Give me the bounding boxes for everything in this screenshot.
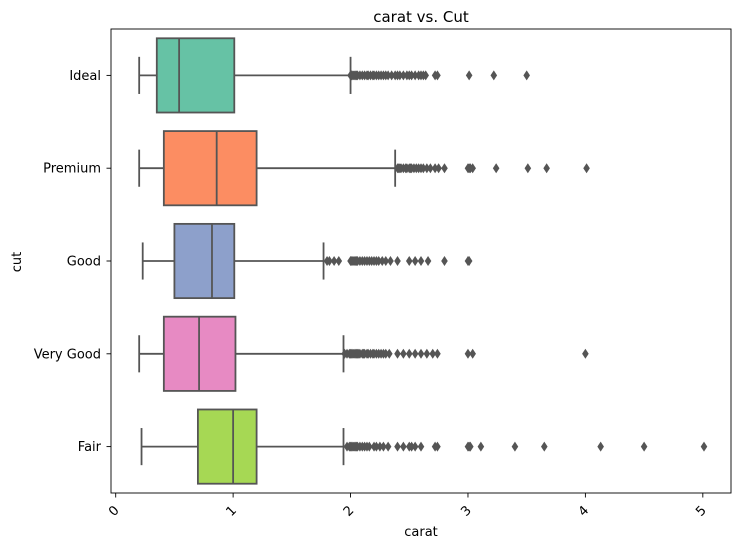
outlier-point — [408, 70, 415, 81]
outlier-point — [417, 441, 425, 452]
outlier-point — [400, 348, 407, 359]
outlier-point — [469, 163, 476, 174]
box-group-3 — [141, 222, 473, 300]
iqr-box — [162, 130, 258, 207]
outlier-point — [405, 256, 413, 266]
y-tick-label: Good — [67, 255, 101, 270]
y-tick-label: Fair — [78, 440, 102, 455]
x-tick-label: 2 — [341, 503, 357, 519]
outlier-point — [469, 348, 476, 359]
box-group-5 — [140, 408, 708, 485]
outlier-point — [366, 441, 373, 452]
outlier-point — [387, 256, 394, 266]
x-tick-label: 3 — [458, 503, 474, 519]
outlier-point — [597, 441, 604, 452]
outlier-point — [411, 348, 419, 359]
outlier-point — [330, 256, 338, 266]
x-tick-label: 1 — [223, 503, 239, 519]
outlier-point — [423, 163, 431, 174]
outlier-point — [384, 441, 392, 452]
outlier-point — [335, 256, 343, 266]
outlier-point — [435, 163, 442, 174]
outlier-point — [434, 348, 441, 359]
iqr-box — [173, 222, 236, 300]
x-tick-label: 0 — [106, 503, 122, 519]
box-group-2 — [138, 130, 590, 207]
outlier-point — [396, 70, 404, 81]
iqr-box — [196, 408, 258, 485]
x-tick-label: 5 — [693, 503, 709, 519]
outlier-point — [441, 256, 448, 266]
outlier-point — [441, 163, 448, 174]
plot-area — [138, 37, 708, 485]
outlier-point — [384, 70, 392, 81]
outlier-point — [422, 70, 429, 81]
outlier-point — [465, 70, 473, 81]
y-tick-label: Premium — [43, 162, 101, 177]
outlier-point — [411, 70, 419, 81]
box-group-4 — [138, 315, 589, 392]
outlier-point — [424, 256, 432, 266]
outlier-point — [382, 256, 390, 266]
outlier-point — [700, 441, 708, 452]
outlier-point — [378, 256, 386, 266]
x-axis-label: carat — [404, 525, 438, 540]
x-tick-label: 4 — [576, 503, 592, 519]
y-tick-label: Ideal — [69, 69, 101, 84]
outlier-point — [423, 348, 431, 359]
outlier-point — [523, 70, 530, 81]
outlier-point — [467, 441, 474, 452]
outlier-point — [411, 441, 419, 452]
outlier-point — [465, 256, 473, 266]
box-group-1 — [138, 37, 530, 114]
outlier-point — [405, 348, 413, 359]
x-axis: 0 1 2 3 4 5 — [106, 493, 710, 520]
outlier-point — [427, 163, 434, 174]
y-axis: Ideal Premium Good Very Good Fair — [34, 69, 111, 455]
outlier-point — [400, 70, 407, 81]
outlier-point — [524, 163, 532, 174]
outlier-point — [417, 256, 425, 266]
outlier-point — [543, 163, 550, 174]
outlier-point — [477, 441, 485, 452]
outlier-point — [540, 441, 548, 452]
outlier-point — [400, 441, 407, 452]
iqr-box — [155, 37, 236, 114]
outlier-point — [326, 256, 333, 266]
outlier-point — [394, 441, 401, 452]
outlier-point — [492, 163, 500, 174]
outlier-point — [394, 256, 401, 266]
outlier-point — [434, 441, 441, 452]
outlier-point — [375, 256, 383, 266]
outlier-point — [583, 163, 590, 174]
outlier-point — [640, 441, 648, 452]
outlier-point — [385, 348, 393, 359]
outlier-point — [434, 70, 441, 81]
outlier-point — [431, 163, 439, 174]
outlier-point — [464, 348, 472, 359]
outlier-point — [373, 441, 380, 452]
chart-title: carat vs. Cut — [373, 8, 469, 26]
outlier-point — [429, 348, 437, 359]
y-axis-label: cut — [10, 252, 25, 272]
outlier-point — [420, 163, 427, 174]
outlier-point — [411, 256, 419, 266]
outlier-point — [417, 348, 425, 359]
outlier-point — [408, 441, 415, 452]
outlier-point — [382, 348, 390, 359]
outlier-point — [394, 348, 401, 359]
outlier-point — [490, 70, 498, 81]
outlier-point — [388, 70, 395, 81]
outlier-point — [511, 441, 519, 452]
outlier-point — [380, 441, 387, 452]
y-tick-label: Very Good — [34, 347, 101, 362]
outlier-point — [376, 441, 384, 452]
outlier-point — [582, 348, 589, 359]
